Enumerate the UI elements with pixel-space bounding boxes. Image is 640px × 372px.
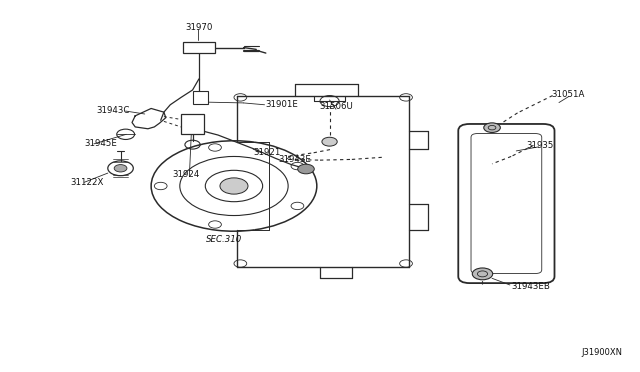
Circle shape <box>114 164 127 172</box>
Text: 31943E: 31943E <box>278 155 312 164</box>
Text: 31935: 31935 <box>526 141 554 150</box>
FancyBboxPatch shape <box>458 124 554 283</box>
Text: 31970: 31970 <box>185 23 212 32</box>
Text: 31901E: 31901E <box>266 100 299 109</box>
Text: 31924: 31924 <box>173 170 200 179</box>
Text: 31943EB: 31943EB <box>511 282 550 291</box>
Bar <box>183 42 215 53</box>
Text: 31921: 31921 <box>253 148 280 157</box>
Text: SEC.310: SEC.310 <box>206 235 243 244</box>
Text: J31900XN: J31900XN <box>582 347 623 357</box>
Bar <box>181 114 204 134</box>
Bar <box>193 91 209 104</box>
Text: 31122X: 31122X <box>70 178 104 187</box>
Circle shape <box>484 123 500 132</box>
Circle shape <box>298 164 314 174</box>
Text: 31943C: 31943C <box>96 106 129 115</box>
Circle shape <box>472 268 493 280</box>
Text: 31506U: 31506U <box>319 102 353 111</box>
Text: 31945E: 31945E <box>84 139 117 148</box>
Text: 31051A: 31051A <box>552 90 585 99</box>
Circle shape <box>220 178 248 194</box>
Circle shape <box>322 137 337 146</box>
